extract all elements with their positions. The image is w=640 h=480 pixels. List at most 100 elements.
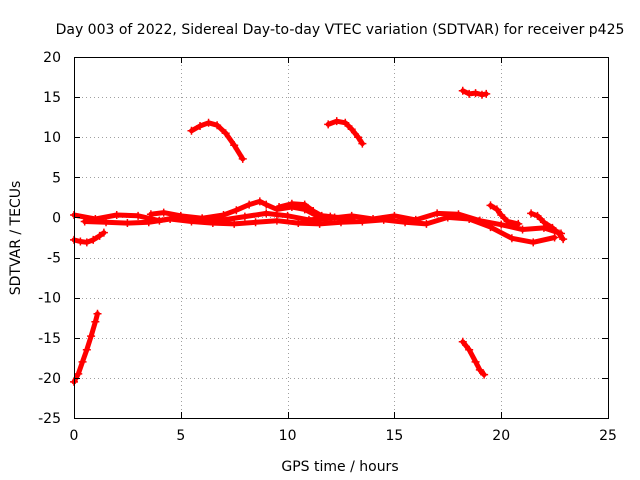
y-tick-label: -20: [38, 371, 61, 387]
axis-ticks: [74, 57, 609, 419]
data-point: [82, 345, 91, 354]
data-point: [232, 206, 241, 215]
data-point: [527, 209, 536, 218]
data-point: [486, 223, 495, 232]
data-point: [309, 207, 318, 216]
data-point: [196, 121, 205, 130]
series-track-arc-a: [187, 118, 247, 163]
data-point: [144, 218, 153, 227]
series-track-top-right: [458, 86, 491, 99]
data-point: [80, 217, 89, 226]
y-tick-label: -5: [47, 251, 61, 267]
data-point: [76, 237, 85, 246]
data-point: [230, 141, 239, 150]
data-point: [146, 210, 155, 219]
data-point: [465, 215, 474, 224]
data-point: [458, 337, 467, 346]
data-point: [475, 365, 484, 374]
data-point: [262, 209, 271, 218]
data-point: [354, 133, 363, 142]
data-point: [550, 233, 559, 242]
data-point: [272, 216, 281, 225]
data-point: [208, 219, 217, 228]
data-point: [198, 214, 207, 223]
x-tick-labels: 0 5 10 15 20 25: [70, 428, 617, 444]
data-point: [99, 228, 108, 237]
data-point: [240, 212, 249, 221]
data-point: [255, 197, 264, 206]
data-point: [294, 219, 303, 228]
grid-lines: [74, 57, 608, 418]
data-point: [204, 118, 213, 127]
y-tick-label: -15: [38, 331, 61, 347]
data-point: [559, 235, 568, 244]
data-point: [330, 213, 339, 222]
data-point: [486, 201, 495, 210]
data-point: [529, 238, 538, 247]
data-point: [341, 118, 350, 127]
data-point: [554, 229, 563, 238]
y-tick-label: -25: [38, 411, 61, 427]
data-point: [465, 345, 474, 354]
data-point: [458, 86, 467, 95]
data-point: [379, 215, 388, 224]
data-point: [251, 218, 260, 227]
data-point: [300, 200, 309, 209]
data-point: [176, 211, 185, 220]
data-point: [477, 90, 486, 99]
series-track-rise-left: [70, 309, 102, 386]
data-point: [134, 211, 143, 220]
data-point: [507, 234, 516, 243]
data-point: [89, 235, 98, 244]
series-band-main-e: [486, 201, 523, 228]
y-axis-label: SDTVAR / TECUs: [8, 181, 24, 296]
data-point: [315, 219, 324, 228]
data-point: [262, 200, 271, 209]
data-point: [95, 231, 104, 240]
data-point: [390, 211, 399, 220]
data-point: [358, 217, 367, 226]
data-point: [401, 218, 410, 227]
data-point: [503, 217, 512, 226]
x-tick-label: 20: [492, 428, 510, 444]
y-tick-label: 20: [43, 50, 61, 66]
series-band-main-d: [275, 199, 339, 222]
data-point: [497, 211, 506, 220]
data-point: [221, 129, 230, 138]
data-point: [102, 218, 111, 227]
data-point: [159, 208, 168, 217]
data-point: [539, 218, 548, 227]
data-point: [245, 200, 254, 209]
series-track-fall-right: [458, 337, 489, 379]
data-point: [287, 199, 296, 208]
data-point: [219, 211, 228, 220]
x-tick-label: 25: [599, 428, 617, 444]
data-point: [480, 370, 489, 379]
data-point: [82, 238, 91, 247]
x-tick-label: 10: [279, 428, 297, 444]
y-tick-label: 15: [43, 90, 61, 106]
data-point: [123, 219, 132, 228]
data-point: [317, 211, 326, 220]
series-layer: [70, 86, 568, 386]
data-point: [471, 89, 480, 98]
data-point: [213, 121, 222, 130]
data-point: [422, 219, 431, 228]
x-tick-label: 15: [385, 428, 403, 444]
data-point: [238, 154, 247, 163]
data-point: [358, 139, 367, 148]
data-point: [443, 213, 452, 222]
series-band-main-f: [527, 209, 568, 244]
data-point: [187, 126, 196, 135]
plot-frame: [74, 57, 609, 419]
data-point: [230, 219, 239, 228]
data-point: [492, 205, 501, 214]
x-tick-label: 0: [70, 428, 79, 444]
data-point: [497, 220, 506, 229]
data-point: [275, 203, 284, 212]
data-point: [548, 223, 557, 232]
data-point: [87, 332, 96, 341]
data-point: [112, 211, 121, 220]
data-point: [518, 225, 527, 234]
